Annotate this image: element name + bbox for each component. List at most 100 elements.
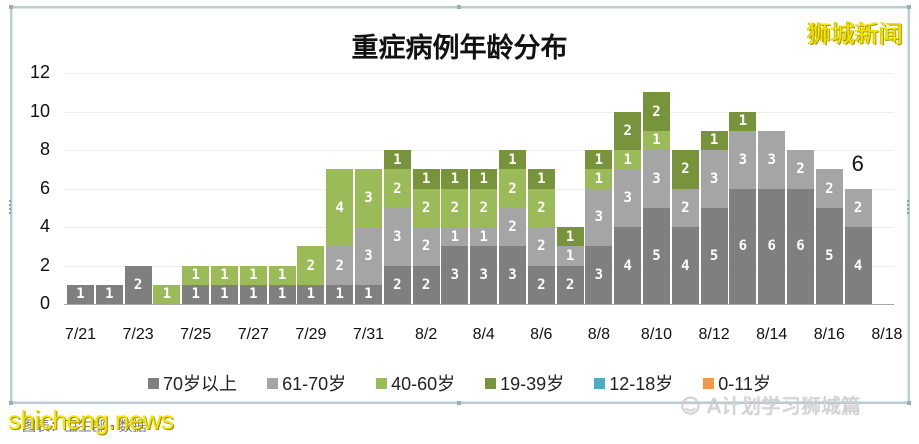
bar-segment: 2 [124, 265, 152, 304]
bar-segment: 1 [268, 265, 296, 285]
bar-7-24[interactable]: 1 [153, 284, 181, 304]
x-axis-line [64, 304, 894, 305]
legend-item[interactable]: 0-11岁 [703, 370, 771, 396]
bar-segment: 3 [441, 246, 469, 304]
bar-segment: 1 [239, 284, 267, 304]
y-axis-tick-label: 6 [39, 177, 50, 198]
resize-handle-left[interactable] [9, 200, 13, 214]
bar-segment: 1 [556, 227, 584, 247]
x-axis-tick-label: 8/18 [871, 326, 903, 343]
bar-7-22[interactable]: 1 [95, 284, 123, 304]
legend-item[interactable]: 40-60岁 [376, 370, 455, 396]
bar-segment: 1 [182, 284, 210, 304]
bar-segment: 3 [643, 150, 670, 208]
y-axis-tick-label: 0 [39, 293, 50, 313]
bar-segment: 3 [499, 246, 526, 304]
bar-segment: 1 [297, 284, 325, 304]
bar-segment: 3 [355, 169, 382, 227]
x-axis-tick-label: 8/8 [587, 326, 611, 343]
total-annotation: 6 [851, 150, 864, 176]
brand-watermark: 狮城新闻 [807, 20, 903, 48]
bar-segment: 2 [470, 188, 498, 227]
resize-handle-top-right[interactable] [907, 5, 911, 9]
resize-handle-bottom-right[interactable] [907, 401, 911, 405]
resize-handle-bottom[interactable] [457, 401, 461, 405]
y-axis-tick-label: 8 [39, 139, 50, 159]
legend-item[interactable]: 61-70岁 [267, 370, 346, 396]
bar-segment: 2 [643, 92, 670, 131]
legend-item[interactable]: 70岁以上 [148, 370, 237, 396]
bar-segment: 3 [758, 130, 786, 189]
bar-segment: 2 [297, 246, 325, 285]
resize-handle-right[interactable] [907, 200, 911, 214]
bar-segment: 3 [355, 227, 382, 285]
bar-segment: 1 [700, 130, 728, 150]
x-axis-tick-label: 8/4 [472, 326, 495, 343]
x-axis-tick-label: 7/25 [180, 326, 212, 343]
x-axis-tick-label: 8/6 [530, 326, 553, 343]
x-axis-tick-label: 7/27 [237, 326, 269, 343]
bar-segment: 1 [95, 284, 123, 304]
bar-7-23[interactable]: 2 [124, 265, 152, 304]
bar-segment: 2 [499, 169, 526, 208]
bar-segment: 2 [499, 207, 526, 247]
bar-segment: 1 [585, 150, 613, 170]
resize-handle-top-left[interactable] [9, 5, 13, 9]
bar-segment: 2 [383, 169, 411, 208]
bar-segment: 1 [326, 284, 354, 304]
bar-segment: 1 [556, 246, 584, 266]
y-axis-tick-label: 4 [39, 216, 50, 236]
gridline [64, 73, 894, 74]
wechat-icon: ☺ [680, 394, 701, 418]
legend-swatch-icon [703, 377, 715, 389]
x-axis-tick-label: 7/29 [295, 326, 327, 343]
legend-label: 19-39岁 [500, 374, 565, 394]
resize-handle-bottom-left[interactable] [9, 401, 13, 405]
legend-item[interactable]: 19-39岁 [485, 370, 564, 396]
site-watermark: shicheng.news [8, 405, 174, 435]
bar-segment: 1 [470, 227, 498, 247]
bar-segment: 1 [499, 150, 526, 170]
y-axis-tick-label: 10 [29, 100, 50, 121]
bar-segment: 1 [470, 169, 498, 189]
bar-segment: 2 [326, 246, 354, 285]
bar-segment: 2 [383, 265, 411, 304]
chart-legend: 70岁以上 61-70岁 40-60岁 19-39岁 12-18岁 0-11岁 [0, 370, 919, 396]
bar-7-21[interactable]: 1 [67, 284, 94, 304]
bar-segment: 1 [355, 284, 382, 304]
legend-item[interactable]: 12-18岁 [594, 370, 673, 396]
x-axis-tick-label: 8/14 [756, 326, 788, 343]
bar-segment: 2 [787, 150, 814, 189]
bar-segment: 3 [470, 246, 498, 304]
legend-swatch-icon [485, 377, 497, 389]
bar-segment: 3 [585, 246, 613, 304]
bar-segment: 1 [67, 284, 94, 304]
x-axis-tick-label: 7/23 [122, 326, 154, 343]
bar-segment: 2 [556, 265, 584, 304]
resize-handle-top[interactable] [457, 5, 461, 9]
